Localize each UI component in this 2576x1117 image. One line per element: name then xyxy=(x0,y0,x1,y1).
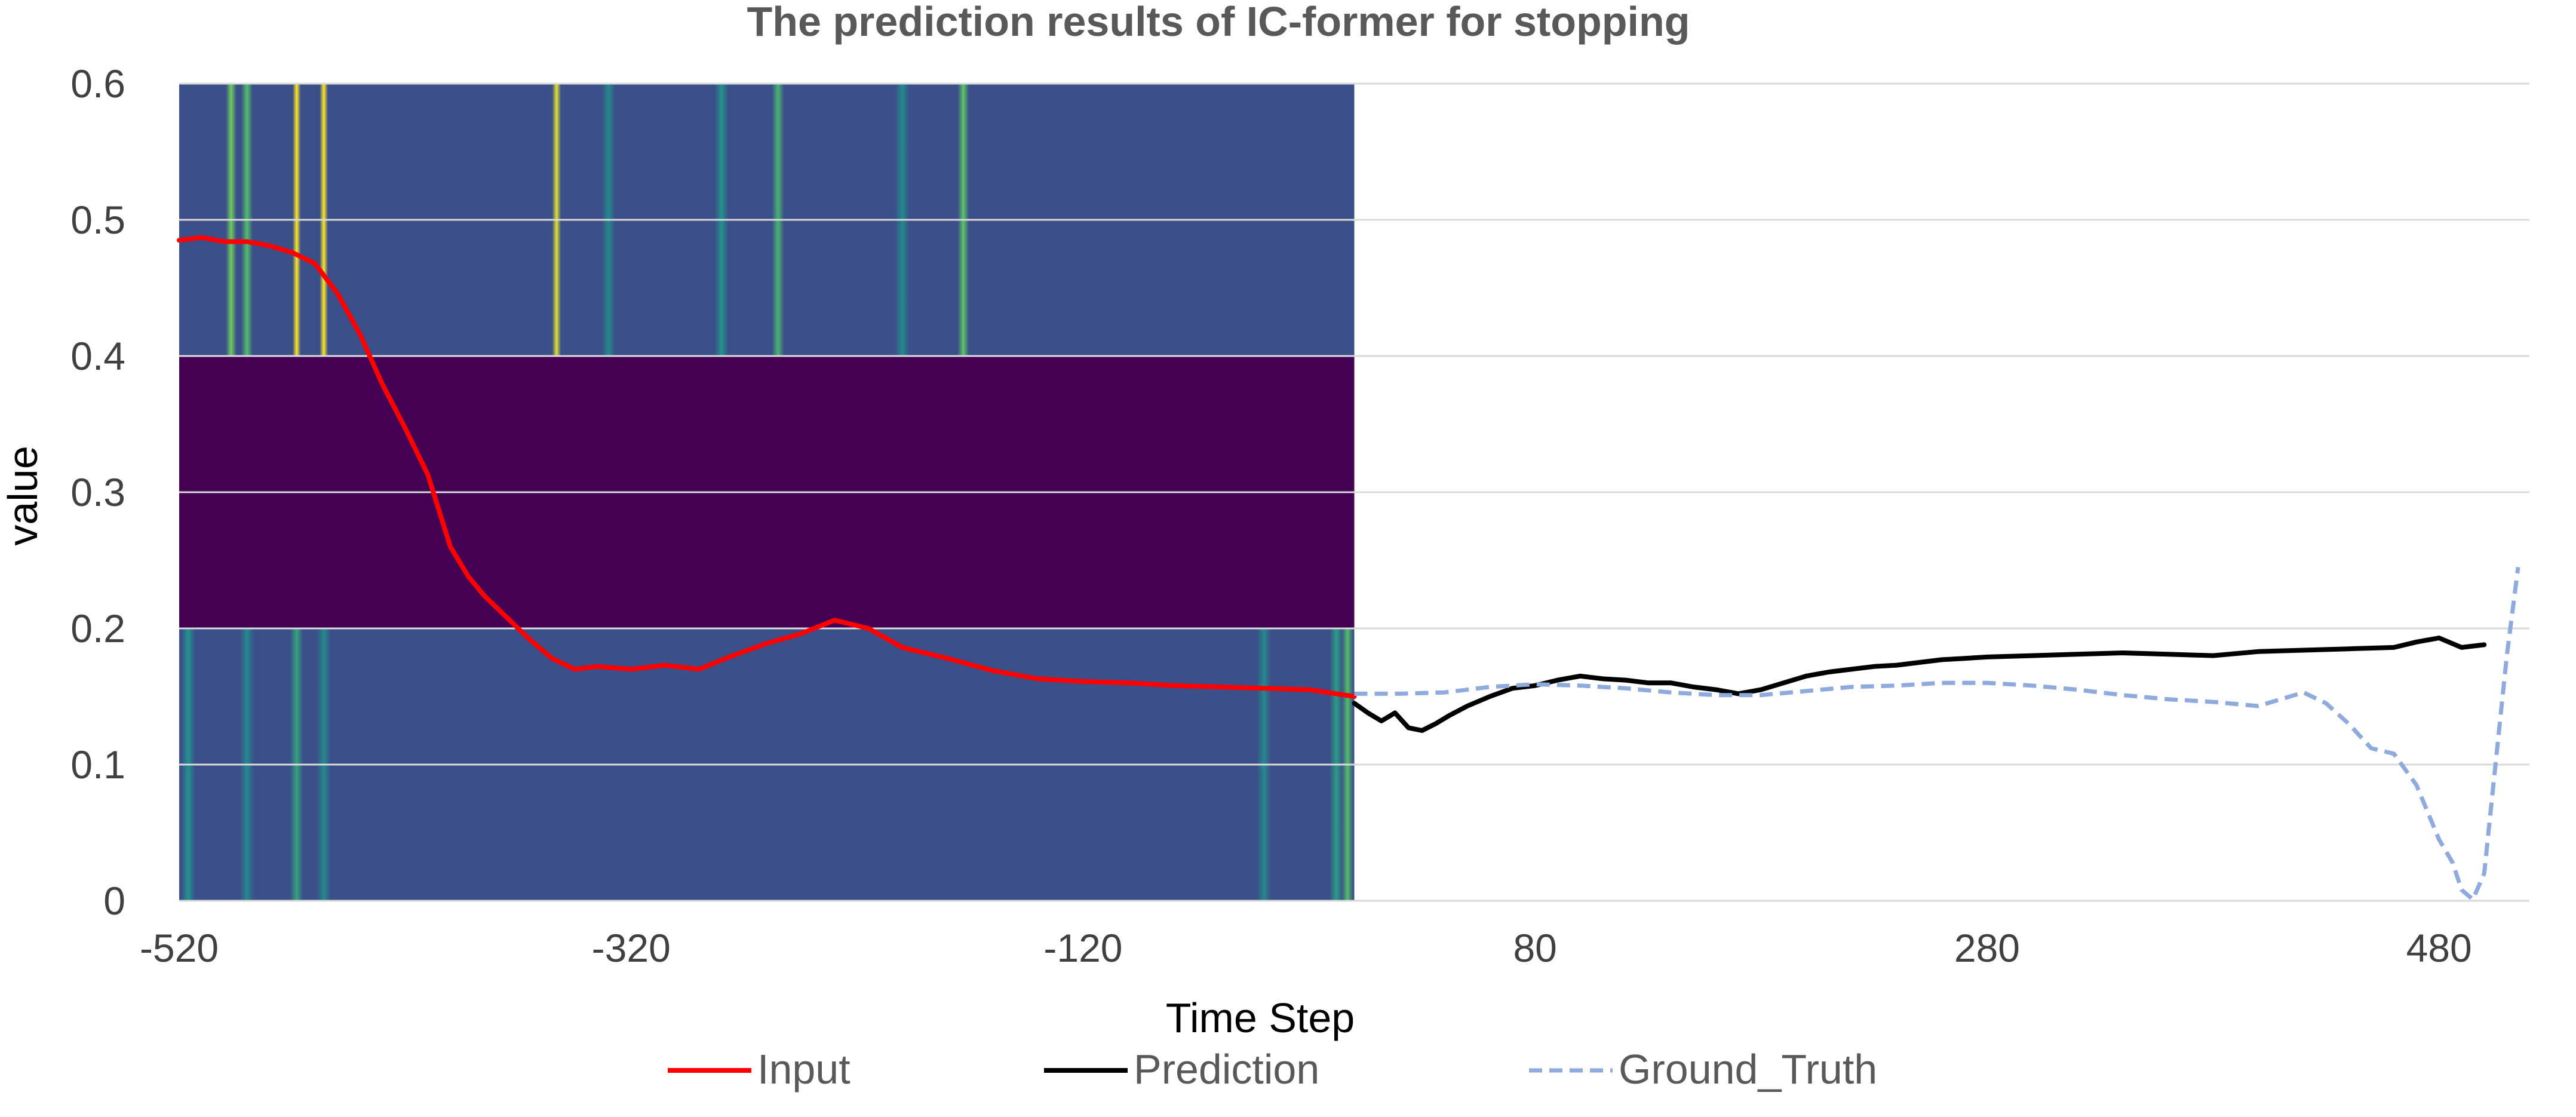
x-tick-label: -320 xyxy=(592,926,671,970)
x-tick-label: 280 xyxy=(1954,926,2020,970)
legend-label: Prediction xyxy=(1134,1046,1319,1093)
y-tick-label: 0.1 xyxy=(70,742,125,787)
y-tick-label: 0.2 xyxy=(70,606,125,650)
y-tick-label: 0.4 xyxy=(70,334,125,378)
x-tick-label: 80 xyxy=(1513,926,1556,970)
series-line-ground-truth xyxy=(1354,566,2520,902)
legend-label: Ground_Truth xyxy=(1619,1046,1877,1093)
y-tick-label: 0.3 xyxy=(70,470,125,514)
y-tick-label: 0.6 xyxy=(70,62,125,106)
series-line-prediction xyxy=(1352,636,2487,733)
x-tick-label: -520 xyxy=(140,926,219,970)
y-tick-label: 0 xyxy=(103,879,125,923)
legend-label: Input xyxy=(757,1046,851,1093)
chart-title: The prediction results of IC-former for … xyxy=(747,0,1690,45)
series-line-input xyxy=(177,235,1357,699)
y-axis-title: value xyxy=(0,446,46,545)
y-tick-label: 0.5 xyxy=(70,198,125,242)
series-layer xyxy=(177,235,2520,902)
tick-layer: 0 0.1 0.2 0.3 0.4 0.5 0.6 -520 -320 -120 80 280 480 xyxy=(70,62,2471,970)
x-tick-label: 480 xyxy=(2406,926,2472,970)
x-axis-title: Time Step xyxy=(1166,995,1355,1041)
legend: Input Prediction Ground_Truth xyxy=(668,1046,1877,1093)
grid-layer xyxy=(179,82,2529,902)
x-tick-label: -120 xyxy=(1043,926,1122,970)
